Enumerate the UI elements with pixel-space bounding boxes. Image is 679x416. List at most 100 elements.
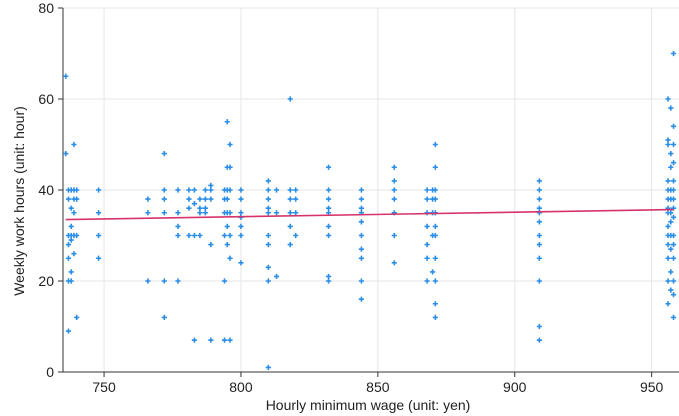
data-point bbox=[293, 196, 299, 202]
data-point bbox=[536, 278, 542, 284]
y-axis-title: Weekly work hours (unit: hour) bbox=[11, 106, 27, 296]
data-point bbox=[273, 187, 280, 193]
data-point bbox=[145, 278, 151, 284]
data-point bbox=[74, 314, 80, 320]
data-point bbox=[65, 196, 72, 202]
data-point bbox=[175, 232, 181, 239]
data-point bbox=[536, 232, 542, 239]
data-point bbox=[293, 187, 299, 193]
data-point bbox=[391, 196, 397, 202]
x-tick-label: 850 bbox=[366, 379, 390, 395]
data-point bbox=[208, 337, 214, 343]
data-point bbox=[665, 301, 671, 307]
data-point bbox=[227, 337, 233, 343]
data-point bbox=[265, 278, 271, 284]
data-point bbox=[670, 242, 677, 248]
data-point bbox=[63, 151, 69, 157]
data-point bbox=[358, 219, 365, 225]
data-point bbox=[71, 141, 77, 148]
data-point bbox=[432, 196, 438, 202]
data-point bbox=[325, 205, 332, 211]
data-point bbox=[670, 292, 677, 298]
data-point bbox=[175, 223, 181, 229]
data-point bbox=[358, 232, 365, 239]
data-point bbox=[325, 164, 332, 170]
data-point bbox=[432, 223, 438, 229]
data-point bbox=[536, 337, 542, 343]
data-point bbox=[391, 178, 397, 184]
data-point bbox=[670, 196, 677, 202]
data-point bbox=[186, 196, 192, 202]
data-point bbox=[74, 187, 80, 193]
data-point bbox=[432, 141, 438, 148]
data-points bbox=[63, 50, 677, 371]
data-point bbox=[161, 196, 167, 202]
data-point bbox=[65, 328, 72, 334]
data-point bbox=[197, 210, 203, 216]
y-tick-label: 60 bbox=[38, 91, 54, 107]
data-point bbox=[191, 337, 198, 343]
data-point bbox=[536, 242, 542, 248]
data-point bbox=[65, 255, 72, 261]
data-point bbox=[358, 187, 365, 193]
data-point bbox=[95, 232, 102, 239]
data-point bbox=[287, 196, 293, 202]
y-tick-label: 0 bbox=[46, 364, 54, 380]
data-point bbox=[424, 187, 430, 193]
data-point bbox=[227, 141, 233, 148]
data-point bbox=[325, 278, 332, 284]
data-point bbox=[161, 210, 167, 216]
data-point bbox=[202, 187, 208, 193]
data-point bbox=[95, 255, 102, 261]
data-point bbox=[238, 196, 244, 202]
data-point bbox=[238, 232, 244, 239]
data-point bbox=[265, 210, 271, 216]
data-point bbox=[221, 232, 228, 239]
x-tick-label: 750 bbox=[92, 379, 116, 395]
data-point bbox=[325, 232, 332, 239]
data-point bbox=[68, 223, 74, 229]
data-point bbox=[432, 301, 438, 307]
data-point bbox=[287, 223, 293, 229]
data-point bbox=[668, 105, 674, 111]
data-point bbox=[197, 232, 203, 239]
data-point bbox=[358, 205, 365, 211]
data-point bbox=[227, 255, 233, 261]
data-point bbox=[68, 205, 74, 211]
data-point bbox=[265, 187, 271, 193]
data-point bbox=[265, 242, 271, 248]
data-point bbox=[186, 232, 192, 239]
data-point bbox=[238, 260, 244, 266]
data-point bbox=[424, 196, 430, 202]
data-point bbox=[238, 187, 244, 193]
data-point bbox=[668, 164, 674, 170]
data-point bbox=[670, 50, 677, 57]
data-point bbox=[325, 187, 332, 193]
data-point bbox=[208, 196, 214, 202]
data-point bbox=[424, 255, 430, 261]
data-point bbox=[432, 255, 438, 261]
data-point bbox=[432, 232, 438, 239]
fit-line bbox=[65, 208, 674, 221]
data-point bbox=[670, 178, 677, 184]
y-tick-label: 20 bbox=[38, 273, 54, 289]
axes bbox=[58, 7, 679, 377]
data-point bbox=[536, 210, 542, 216]
data-point bbox=[665, 242, 671, 248]
data-point bbox=[224, 223, 230, 229]
data-point bbox=[161, 278, 167, 284]
data-point bbox=[74, 196, 80, 202]
data-point bbox=[238, 223, 244, 229]
data-point bbox=[391, 232, 397, 239]
data-point bbox=[65, 242, 72, 248]
data-point bbox=[668, 269, 674, 275]
data-point bbox=[325, 196, 332, 202]
data-point bbox=[68, 237, 74, 243]
data-point bbox=[391, 187, 397, 193]
data-point bbox=[208, 187, 214, 193]
data-point bbox=[161, 151, 167, 157]
data-point bbox=[670, 187, 677, 193]
data-point bbox=[536, 219, 542, 225]
data-point bbox=[71, 251, 77, 257]
data-point bbox=[668, 151, 674, 157]
